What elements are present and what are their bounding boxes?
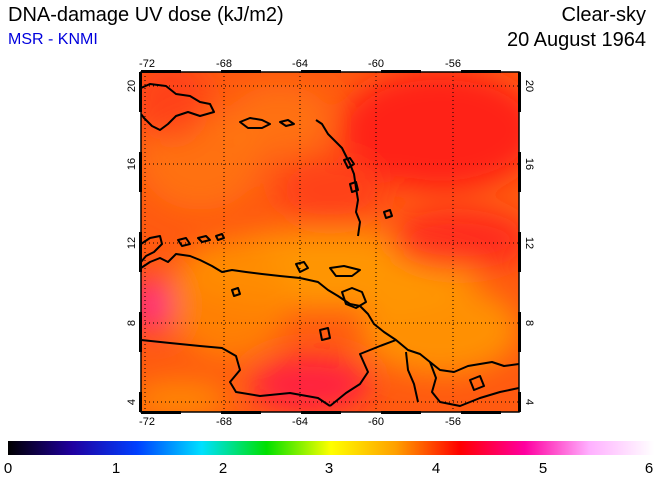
- hispaniola-coast: [141, 83, 215, 131]
- island: [329, 265, 361, 277]
- maracaibo-coast: [141, 235, 163, 263]
- lat-tick-right: 12: [523, 237, 535, 249]
- south-america-coast: [141, 253, 519, 373]
- lat-tick-right: 20: [523, 80, 535, 92]
- sky-condition-label: Clear-sky: [561, 4, 646, 26]
- colorbar-label: 6: [644, 460, 654, 477]
- colorbar-label: 2: [218, 460, 228, 477]
- frame-checker: [139, 70, 521, 414]
- island: [197, 235, 211, 243]
- island: [279, 119, 295, 127]
- inland-boundary: [329, 339, 397, 407]
- colorbar-label: 1: [111, 460, 121, 477]
- map: -72 -68 -64 -60 -56 -72 -68 -64 -60 -56 …: [126, 58, 535, 428]
- colorbar-label: 3: [324, 460, 334, 477]
- puerto-rico-coast: [239, 117, 271, 129]
- colorbar-label: 0: [3, 460, 13, 477]
- abc-islands: [177, 237, 191, 247]
- graticule: [141, 72, 519, 412]
- inland-boundary: [141, 339, 331, 407]
- lon-tick-bottom: -64: [292, 416, 308, 428]
- island: [215, 233, 225, 241]
- lon-tick-bottom: -60: [368, 416, 384, 428]
- lat-tick-right: 4: [523, 399, 535, 405]
- colorbar-label: 4: [431, 460, 441, 477]
- credit-label: MSR - KNMI: [8, 31, 98, 48]
- island: [469, 375, 485, 391]
- lat-tick-left: 16: [126, 158, 138, 170]
- lat-tick-right: 8: [523, 320, 535, 326]
- lat-tick-left: 4: [126, 399, 138, 405]
- island: [383, 209, 393, 219]
- colorbar-label: 5: [538, 460, 548, 477]
- island: [319, 327, 331, 341]
- inland-boundary: [429, 361, 519, 407]
- coastlines: [141, 83, 519, 407]
- date-label: 20 August 1964: [506, 29, 646, 51]
- lat-tick-left: 12: [126, 237, 138, 249]
- lon-tick-top: -56: [445, 58, 461, 70]
- lon-tick-top: -72: [139, 58, 155, 70]
- map-title: DNA-damage UV dose (kJ/m2): [8, 4, 284, 26]
- island: [295, 261, 309, 273]
- trinidad-coast: [341, 287, 367, 309]
- lon-tick-bottom: -68: [216, 416, 232, 428]
- island: [349, 181, 359, 193]
- lon-tick-top: -68: [216, 58, 232, 70]
- lat-tick-right: 16: [523, 158, 535, 170]
- lat-tick-left: 20: [126, 80, 138, 92]
- lon-tick-top: -64: [292, 58, 308, 70]
- lat-tick-left: 8: [126, 320, 138, 326]
- lon-tick-top: -60: [368, 58, 384, 70]
- colorbar: [8, 441, 654, 455]
- lon-tick-bottom: -72: [139, 416, 155, 428]
- island: [231, 287, 241, 297]
- lon-tick-bottom: -56: [445, 416, 461, 428]
- inland-boundary: [405, 351, 419, 403]
